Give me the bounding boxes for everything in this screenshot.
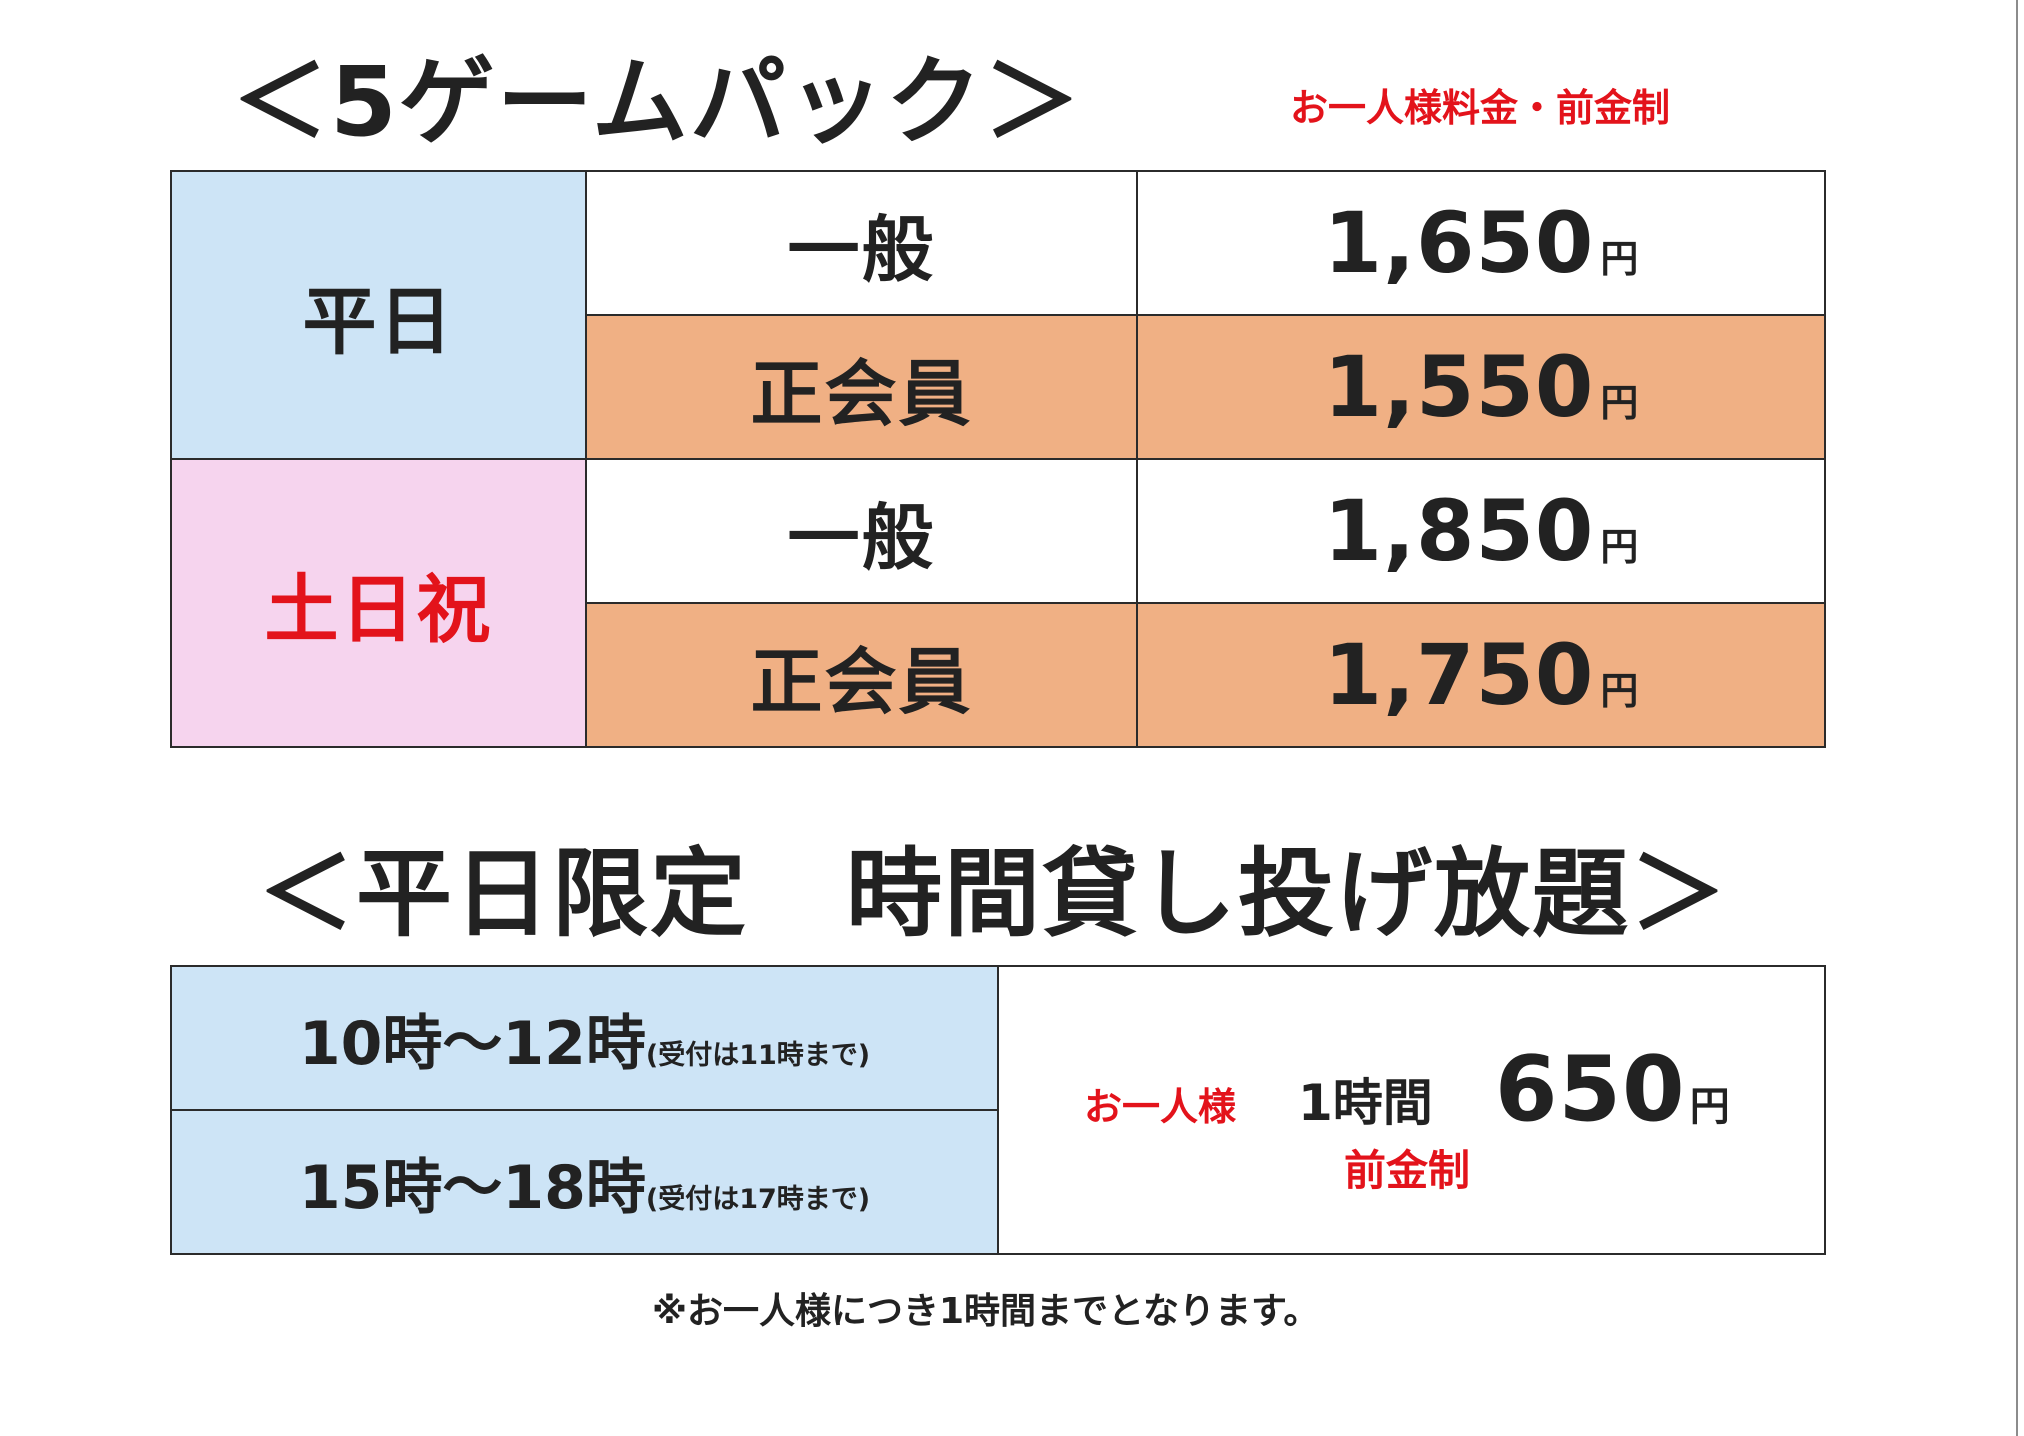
time-slot-reception-note: (受付は17時まで): [645, 1183, 871, 1215]
timepack-price-cell: お一人様 1時間 650 円 前金制: [999, 967, 1824, 1253]
weekday-general-price-cell: 1,650 円: [1138, 172, 1824, 314]
time-slot-cell: 10時～12時 (受付は11時まで): [172, 967, 997, 1109]
prepaid-label: 前金制: [1344, 1146, 1471, 1195]
weekend-label-cell: 土日祝: [172, 460, 585, 746]
member-type-label: 一般: [787, 207, 936, 292]
timepack-title: ＜平日限定 時間貸し投げ放題＞: [258, 838, 1728, 950]
pack-price-table: 平日 一般 1,650 円 正会員 1,550 円 土日祝 一般 1,850 円…: [170, 170, 1826, 748]
duration-label: 1時間: [1298, 1074, 1433, 1132]
weekend-member-price-cell: 1,750 円: [1138, 604, 1824, 746]
weekday-label-cell: 平日: [172, 172, 585, 458]
price-value: 1,650: [1323, 194, 1595, 292]
timepack-table: 10時～12時 (受付は11時まで) 15時～18時 (受付は17時まで) お一…: [170, 965, 1826, 1255]
timepack-price-value: 650: [1494, 1037, 1686, 1142]
price-unit: 円: [1600, 381, 1639, 425]
weekend-general-price-cell: 1,850 円: [1138, 460, 1824, 602]
time-slot-range: 10時～12時: [298, 1008, 646, 1079]
per-person-label: お一人様: [1084, 1085, 1237, 1129]
price-unit: 円: [1600, 525, 1639, 569]
weekend-label: 土日祝: [264, 566, 493, 653]
scan-edge-line: [2016, 0, 2018, 1436]
price-unit: 円: [1600, 669, 1639, 713]
pack-pricing-note: お一人様料金・前金制: [1290, 86, 1671, 130]
price-unit: 円: [1600, 237, 1639, 281]
timepack-price-unit: 円: [1689, 1084, 1730, 1130]
time-slot-reception-note: (受付は11時まで): [645, 1039, 871, 1071]
member-type-label: 一般: [787, 495, 936, 580]
price-value: 1,850: [1323, 482, 1595, 580]
weekday-member-price-cell: 1,550 円: [1138, 316, 1824, 458]
weekday-label: 平日: [302, 278, 455, 365]
price-value: 1,750: [1323, 626, 1595, 724]
weekend-general-type-cell: 一般: [587, 460, 1136, 602]
pack-title: ＜5ゲームパック＞: [232, 46, 1082, 158]
price-value: 1,550: [1323, 338, 1595, 436]
footer-note: ※お一人様につき1時間までとなります。: [652, 1291, 1320, 1332]
weekday-member-type-cell: 正会員: [587, 316, 1136, 458]
member-type-label: 正会員: [750, 639, 973, 724]
weekday-general-type-cell: 一般: [587, 172, 1136, 314]
time-slot-range: 15時～18時: [298, 1152, 646, 1223]
member-type-label: 正会員: [750, 351, 973, 436]
weekend-member-type-cell: 正会員: [587, 604, 1136, 746]
time-slot-cell: 15時～18時 (受付は17時まで): [172, 1111, 997, 1253]
